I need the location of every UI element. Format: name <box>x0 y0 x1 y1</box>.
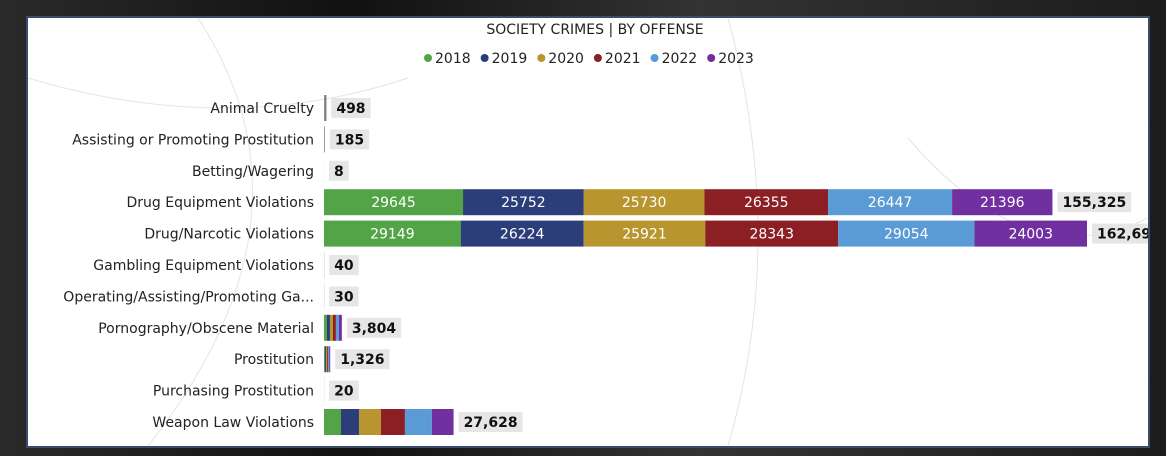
bar-value-label: 25921 <box>622 227 667 243</box>
bar-segment <box>324 346 326 373</box>
total-label-bg <box>1092 223 1148 244</box>
bar-value-label: 29149 <box>370 227 415 243</box>
y-tick-label: Operating/Assisting/Promoting Ga... <box>63 289 314 305</box>
total-label: 20 <box>334 384 354 400</box>
bar-segment <box>324 314 327 341</box>
y-tick-label: Purchasing Prostitution <box>153 384 314 400</box>
bar-segment <box>704 189 829 216</box>
legend-swatch <box>480 54 489 62</box>
y-tick-label: Drug/Narcotic Violations <box>144 227 314 243</box>
y-tick-label: Pornography/Obscene Material <box>98 321 314 337</box>
bar-value-label: 26355 <box>744 195 789 211</box>
bar-segment <box>329 346 331 373</box>
legend-swatch <box>707 54 716 62</box>
bar-segment <box>332 314 336 341</box>
legend-label: 2019 <box>492 51 528 67</box>
legend-swatch <box>424 54 432 62</box>
bar-segment <box>404 409 432 435</box>
bar-segment <box>952 189 1053 216</box>
bar-segment <box>335 314 339 341</box>
legend-swatch <box>650 54 659 62</box>
total-label-bg <box>329 286 359 307</box>
bar-segment <box>358 409 381 435</box>
legend-label: 2021 <box>605 51 641 67</box>
total-label: 1,326 <box>340 352 384 368</box>
bar-segment <box>431 409 454 435</box>
y-tick-label: Assisting or Promoting Prostitution <box>72 132 314 148</box>
bar-segment <box>328 346 330 373</box>
total-label-bg <box>329 160 349 181</box>
total-label-bg <box>329 129 370 150</box>
bar-segment <box>705 220 839 247</box>
bar-value-label: 26224 <box>500 227 545 243</box>
bar-segment <box>380 409 405 435</box>
total-label: 40 <box>334 258 354 274</box>
bar-value-label: 28343 <box>749 227 794 243</box>
legend-swatch <box>537 54 546 62</box>
total-label: 3,804 <box>352 321 397 337</box>
bar-segment <box>974 220 1087 247</box>
total-label-bg <box>331 98 371 118</box>
legend-label: 2023 <box>718 51 754 67</box>
bar-segment <box>828 189 953 216</box>
chart-title: SOCIETY CRIMES | BY OFFENSE <box>486 22 703 38</box>
bar-value-label: 25752 <box>501 195 546 211</box>
legend: 2018 2019 2020 2021 2022 2023 <box>424 51 754 67</box>
legend-label: 2022 <box>662 51 698 67</box>
bar-segment <box>324 409 341 435</box>
y-tick-label: Animal Cruelty <box>210 101 314 117</box>
total-label: 155,325 <box>1062 195 1126 211</box>
bar-segment <box>838 220 975 247</box>
total-label: 162,694 <box>1097 227 1148 243</box>
total-label-bg <box>329 255 359 275</box>
total-label: 185 <box>335 132 364 148</box>
total-label-bg <box>335 349 390 370</box>
bar-value-label: 24003 <box>1008 227 1053 243</box>
y-tick-label: Weapon Law Violations <box>152 415 314 431</box>
total-label: 8 <box>334 164 344 180</box>
bar-segment <box>327 346 329 373</box>
total-label: 30 <box>334 289 354 305</box>
y-tick-label: Prostitution <box>234 352 314 368</box>
total-label-bg <box>346 317 402 338</box>
total-label: 27,628 <box>464 415 518 431</box>
bar-value-label: 26447 <box>868 195 913 211</box>
bar-segment <box>325 346 327 373</box>
bar-segment <box>324 220 461 247</box>
bar-segment <box>340 409 359 435</box>
bar-segment <box>583 220 706 247</box>
legend-swatch <box>593 54 602 62</box>
legend-label: 2018 <box>435 51 471 67</box>
y-tick-label: Drug Equipment Violations <box>127 195 315 211</box>
bar-value-label: 21396 <box>980 195 1025 211</box>
bar-segment <box>460 220 584 247</box>
total-label: 498 <box>336 101 365 117</box>
bar-value-label: 29054 <box>884 227 929 243</box>
total-label-bg <box>458 412 523 432</box>
y-tick-label: Gambling Equipment Violations <box>93 258 314 274</box>
bar-segment <box>324 189 464 216</box>
bar-segment <box>326 314 330 341</box>
chart: SOCIETY CRIMES | BY OFFENSE 2018 2019 2020… <box>26 16 1150 448</box>
total-label-bg <box>329 380 359 401</box>
bar-value-label: 25730 <box>622 195 667 211</box>
bar-segment <box>329 314 333 341</box>
bar-segment <box>326 346 328 373</box>
bar-segment <box>583 189 705 216</box>
bar-segment <box>463 189 584 216</box>
legend-label: 2020 <box>548 51 584 67</box>
bar-segment <box>338 314 342 341</box>
total-label-bg <box>1057 192 1132 213</box>
bar-value-label: 29645 <box>371 195 416 211</box>
y-tick-label: Betting/Wagering <box>192 164 314 180</box>
